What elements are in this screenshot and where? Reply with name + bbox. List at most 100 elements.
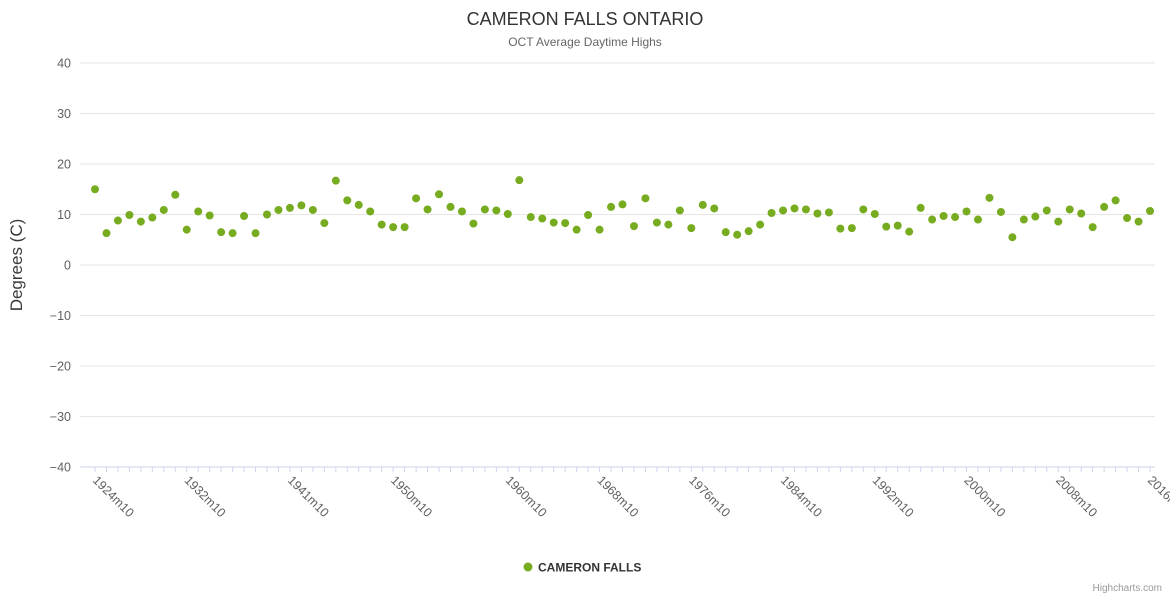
data-point[interactable] [584,211,593,220]
legend-item-label[interactable]: CAMERON FALLS [538,561,641,575]
data-point[interactable] [951,213,960,222]
x-axis: 1924m10 1932m10 1941m10 1950m10 1960m10 1968m… [80,466,1170,520]
data-point[interactable] [102,229,111,238]
data-point[interactable] [698,200,707,209]
data-point[interactable] [893,221,902,230]
data-point[interactable] [171,190,180,199]
data-point[interactable] [435,190,444,199]
data-point[interactable] [824,208,833,217]
data-point[interactable] [549,218,558,227]
data-point[interactable] [136,217,145,226]
data-point[interactable] [1065,205,1074,214]
data-point[interactable] [320,219,329,228]
x-tick-label: 1968m10 [594,473,641,520]
data-point[interactable] [412,194,421,203]
data-point[interactable] [263,210,272,219]
data-point[interactable] [194,207,203,216]
data-point[interactable] [801,205,810,214]
data-point[interactable] [457,207,466,216]
data-point[interactable] [836,224,845,233]
data-point[interactable] [928,215,937,224]
data-point[interactable] [526,213,535,222]
data-point[interactable] [1111,196,1120,205]
data-point[interactable] [1123,214,1132,223]
data-point[interactable] [113,216,122,225]
data-point[interactable] [813,209,822,218]
data-point[interactable] [1008,233,1017,242]
data-point[interactable] [228,229,237,238]
data-point[interactable] [779,206,788,215]
data-point[interactable] [664,220,673,229]
data-point[interactable] [847,224,856,233]
legend[interactable]: CAMERON FALLS [523,561,642,575]
data-point[interactable] [652,218,661,227]
data-point[interactable] [125,211,134,220]
data-point[interactable] [1077,209,1086,218]
data-point[interactable] [1100,202,1109,211]
data-point[interactable] [1088,223,1097,232]
data-point[interactable] [366,207,375,216]
data-point[interactable] [182,225,191,234]
data-point[interactable] [400,223,409,232]
data-point[interactable] [354,200,363,209]
data-point[interactable] [331,176,340,185]
data-point[interactable] [756,220,765,229]
data-point[interactable] [1054,217,1063,226]
data-point[interactable] [641,194,650,203]
data-point[interactable] [1019,215,1028,224]
data-point[interactable] [205,211,214,220]
data-point[interactable] [492,206,501,215]
data-point[interactable] [297,201,306,210]
data-point[interactable] [790,204,799,213]
data-point[interactable] [377,220,386,229]
data-point[interactable] [389,223,398,232]
data-point[interactable] [905,227,914,236]
data-point[interactable] [733,230,742,239]
data-point[interactable] [973,215,982,224]
credits-link[interactable]: Highcharts.com [1093,583,1162,594]
data-point[interactable] [1042,206,1051,215]
data-point[interactable] [618,200,627,209]
data-point[interactable] [1031,212,1040,221]
data-point[interactable] [870,209,879,218]
data-point[interactable] [343,196,352,205]
x-tick-label: 2008m10 [1053,473,1100,520]
data-point[interactable] [572,225,581,234]
data-point[interactable] [251,229,260,238]
data-point[interactable] [503,209,512,218]
data-point[interactable] [469,219,478,228]
data-point[interactable] [767,208,776,217]
x-tick-label: 1941m10 [285,473,332,520]
data-point[interactable] [423,205,432,214]
data-point[interactable] [996,207,1005,216]
data-point[interactable] [1134,217,1143,226]
data-point[interactable] [687,224,696,233]
data-point[interactable] [274,205,283,214]
data-point[interactable] [561,219,570,228]
data-point[interactable] [629,222,638,231]
data-point[interactable] [240,212,249,221]
data-point[interactable] [217,228,226,237]
data-point[interactable] [916,203,925,212]
data-point[interactable] [710,204,719,213]
data-point[interactable] [159,205,168,214]
data-point[interactable] [446,202,455,211]
data-point[interactable] [1146,206,1154,215]
data-point[interactable] [480,205,489,214]
data-point[interactable] [91,185,99,194]
data-point[interactable] [595,225,604,234]
data-point[interactable] [939,212,948,221]
data-point[interactable] [308,205,317,214]
data-point[interactable] [962,207,971,216]
data-point[interactable] [538,214,547,223]
data-point[interactable] [285,203,294,212]
data-point[interactable] [859,205,868,214]
data-point[interactable] [721,228,730,237]
data-point[interactable] [985,193,994,202]
data-point[interactable] [515,176,524,185]
data-point[interactable] [148,213,157,222]
data-point[interactable] [744,227,753,236]
data-point[interactable] [882,222,891,231]
data-point[interactable] [675,206,684,215]
data-point[interactable] [607,202,616,211]
